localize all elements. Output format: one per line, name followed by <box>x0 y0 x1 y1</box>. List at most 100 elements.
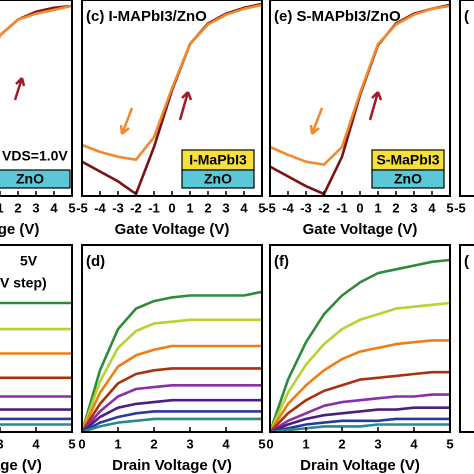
curve <box>0 4 73 39</box>
curve <box>0 352 72 355</box>
plot-frame <box>81 244 263 433</box>
plot-frame <box>0 244 73 433</box>
curve <box>0 4 73 39</box>
x-tick-label: 3 <box>374 436 381 451</box>
curve <box>269 423 450 434</box>
x-tick-label: 0 <box>356 200 363 215</box>
curve <box>0 423 72 426</box>
stack-label: ZnO <box>394 171 422 187</box>
plot-frame <box>0 0 73 197</box>
plot-frame <box>269 244 451 433</box>
curve <box>269 393 450 434</box>
x-tick-label: 1 <box>0 200 4 215</box>
panel-title: (c) I-MAPbI3/ZnO <box>86 8 207 25</box>
curve <box>268 339 450 433</box>
x-tick-label: 5 <box>446 200 453 215</box>
x-tick-label: 4 <box>410 436 418 451</box>
x-tick-label: 2 <box>150 436 157 451</box>
x-tick-label: 1 <box>374 200 381 215</box>
x-tick-label: 0 <box>168 200 175 215</box>
x-axis-label: Drain Voltage (V) <box>112 457 232 474</box>
x-tick-label: -5 <box>264 200 276 215</box>
panel-title: ( <box>464 253 469 270</box>
x-tick-label: 1 <box>302 436 309 451</box>
plot-frame <box>459 244 474 433</box>
x-tick-label: 5 <box>446 436 453 451</box>
annotation: VDS=1.0V <box>2 148 68 164</box>
curve <box>0 327 72 331</box>
curve <box>268 258 451 433</box>
x-tick-label: 4 <box>50 200 58 215</box>
x-axis-label: Drain Voltage (V) <box>300 457 420 474</box>
x-axis-label: Gate Voltage (V) <box>115 221 230 238</box>
x-tick-label: 3 <box>222 200 229 215</box>
stack-label: ZnO <box>16 171 44 187</box>
x-tick-label: 2 <box>204 200 211 215</box>
curve <box>80 344 262 433</box>
curve <box>80 367 262 433</box>
x-tick-label: 0 <box>78 436 85 451</box>
x-tick-label: 5 <box>68 436 75 451</box>
x-tick-label: 4 <box>240 200 248 215</box>
x-tick-label: 2 <box>392 200 399 215</box>
curve <box>80 290 263 433</box>
x-axis-label: Drain Voltage (V) <box>0 457 42 474</box>
x-tick-label: -5 <box>454 200 466 215</box>
curve <box>80 318 262 433</box>
x-tick-label: 5 <box>258 200 265 215</box>
curve <box>0 301 72 305</box>
x-tick-label: 3 <box>410 200 417 215</box>
x-tick-label: -1 <box>336 200 348 215</box>
x-tick-label: -2 <box>318 200 330 215</box>
stack-label: I-MaPbI3 <box>189 152 247 168</box>
curve <box>81 3 263 161</box>
x-tick-label: -3 <box>300 200 312 215</box>
curve <box>0 376 72 380</box>
curve <box>81 398 262 433</box>
x-axis-label: Gate Voltage (V) <box>303 221 418 238</box>
x-tick-label: 5 <box>68 200 75 215</box>
stack-label: S-MaPbI3 <box>376 152 439 168</box>
x-tick-label: 3 <box>186 436 193 451</box>
curve <box>0 417 72 421</box>
x-tick-label: 2 <box>338 436 345 451</box>
panel-title: (f) <box>274 253 289 270</box>
curve <box>269 406 450 434</box>
curve <box>81 417 262 434</box>
curve <box>81 384 262 433</box>
curve <box>81 410 262 434</box>
panel-title: (e) S-MAPbI3/ZnO <box>274 8 401 25</box>
arrows <box>13 77 383 135</box>
curve <box>269 4 451 166</box>
x-tick-label: -1 <box>148 200 160 215</box>
x-tick-label: -4 <box>94 200 106 215</box>
x-tick-label: 0 <box>266 436 273 451</box>
curve <box>0 408 72 411</box>
stack-boxes <box>0 149 445 189</box>
x-tick-label: 3 <box>0 436 4 451</box>
panel-title: (d) <box>86 253 105 270</box>
x-tick-label: 4 <box>428 200 436 215</box>
x-tick-label: -5 <box>76 200 88 215</box>
x-tick-label: -4 <box>282 200 294 215</box>
x-tick-label: 3 <box>32 200 39 215</box>
curve <box>0 395 72 398</box>
x-tick-label: -3 <box>112 200 124 215</box>
curve <box>269 370 450 433</box>
annotation: 5V <box>20 253 38 269</box>
annotation: V step) <box>0 275 47 291</box>
panel-title: ( <box>464 8 469 25</box>
plot-frame <box>459 0 474 197</box>
stack-label: ZnO <box>204 171 232 187</box>
x-tick-label: 4 <box>222 436 230 451</box>
x-tick-label: 4 <box>32 436 40 451</box>
x-tick-label: -2 <box>130 200 142 215</box>
x-tick-label: 1 <box>114 436 121 451</box>
x-tick-label: 5 <box>258 436 265 451</box>
x-tick-label: 1 <box>186 200 193 215</box>
curve <box>268 301 451 433</box>
x-axis-label: Gate Voltage (V) <box>0 221 39 238</box>
curve <box>269 417 450 434</box>
x-tick-label: 2 <box>14 200 21 215</box>
